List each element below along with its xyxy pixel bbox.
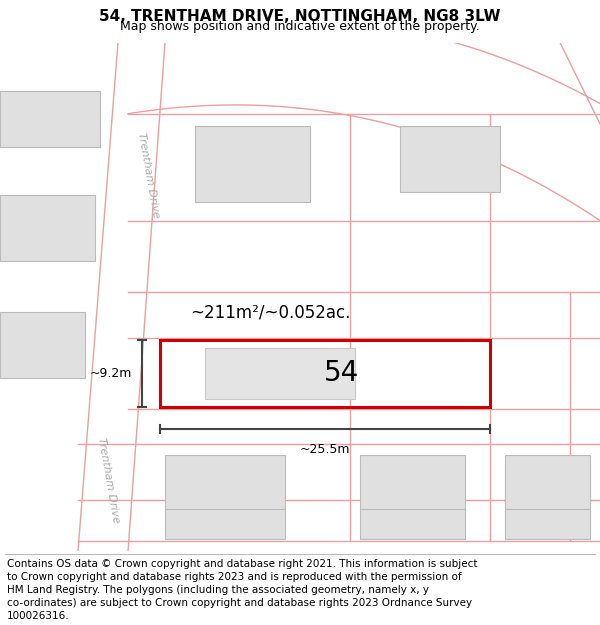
Bar bbox=[400, 126, 500, 192]
Bar bbox=[205, 348, 355, 399]
Text: 54, TRENTHAM DRIVE, NOTTINGHAM, NG8 3LW: 54, TRENTHAM DRIVE, NOTTINGHAM, NG8 3LW bbox=[99, 9, 501, 24]
Bar bbox=[360, 509, 465, 539]
Text: Trentham Drive: Trentham Drive bbox=[136, 131, 160, 218]
Bar bbox=[0, 195, 95, 261]
Bar bbox=[360, 454, 465, 511]
Text: HM Land Registry. The polygons (including the associated geometry, namely x, y: HM Land Registry. The polygons (includin… bbox=[7, 585, 429, 595]
Text: to Crown copyright and database rights 2023 and is reproduced with the permissio: to Crown copyright and database rights 2… bbox=[7, 572, 462, 582]
Bar bbox=[505, 509, 590, 539]
Text: co-ordinates) are subject to Crown copyright and database rights 2023 Ordnance S: co-ordinates) are subject to Crown copyr… bbox=[7, 598, 472, 608]
Bar bbox=[0, 91, 100, 148]
Text: Trentham Drive: Trentham Drive bbox=[95, 436, 121, 524]
Text: ~25.5m: ~25.5m bbox=[300, 443, 350, 456]
Text: ~211m²/~0.052ac.: ~211m²/~0.052ac. bbox=[190, 303, 350, 321]
Bar bbox=[165, 454, 285, 511]
Bar bbox=[165, 509, 285, 539]
Text: 54: 54 bbox=[324, 359, 359, 387]
Bar bbox=[505, 454, 590, 511]
Text: ~9.2m: ~9.2m bbox=[89, 367, 132, 379]
Bar bbox=[0, 312, 85, 378]
Text: 100026316.: 100026316. bbox=[7, 611, 70, 621]
Text: Contains OS data © Crown copyright and database right 2021. This information is : Contains OS data © Crown copyright and d… bbox=[7, 559, 478, 569]
Bar bbox=[160, 339, 490, 407]
Text: Map shows position and indicative extent of the property.: Map shows position and indicative extent… bbox=[120, 20, 480, 33]
Bar bbox=[195, 126, 310, 202]
